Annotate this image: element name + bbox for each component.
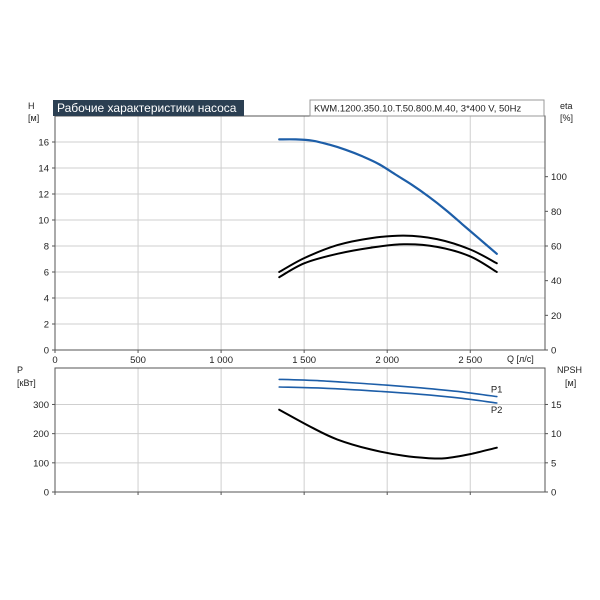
series-label-p2: P2 — [491, 405, 503, 416]
top-series-line-1 — [278, 234, 498, 273]
y-tick-label: 100 — [33, 458, 49, 469]
y-tick-label: 14 — [38, 164, 49, 175]
y2-axis-unit-eta: [%] — [560, 113, 573, 123]
y-tick-label: 4 — [44, 294, 49, 305]
x-tick-label: 1 500 — [292, 355, 316, 366]
y-axis-unit-p: [кВт] — [17, 378, 36, 388]
top-series-line-0 — [278, 138, 498, 255]
y2-tick-label: 0 — [551, 346, 556, 357]
y-tick-label: 2 — [44, 320, 49, 331]
y-axis-label-p: P — [17, 365, 23, 375]
bottom-series-line-0 — [278, 378, 498, 398]
y2-tick-label: 60 — [551, 242, 562, 253]
x-axis-label: Q [л/с] — [507, 354, 534, 364]
bottom-series-line-2 — [278, 408, 498, 460]
top-series-line-2 — [278, 243, 498, 279]
y2-axis-label-eta: eta — [560, 101, 573, 111]
y-tick-label: 0 — [44, 346, 49, 357]
y2-tick-label: 80 — [551, 207, 562, 218]
bottom-series-line-1 — [278, 386, 498, 404]
y-tick-label: 10 — [38, 216, 49, 227]
chart-title-box — [53, 100, 244, 116]
y-tick-label: 0 — [44, 488, 49, 499]
top-plot-frame — [54, 115, 546, 351]
bottom-plot-frame — [54, 367, 546, 493]
head-efficiency-panel: 0 500 1 000 1 500 2 000 2 500 0 2 4 6 8 10 12 14 16 0 20… — [38, 115, 567, 366]
x-tick-label: 1 000 — [209, 355, 233, 366]
y2-axis-label-npsh: NPSH — [557, 365, 582, 375]
pump-model-label: KWM.1200.350.10.T.50.800.M.40, 3*400 V, … — [314, 104, 521, 115]
x-tick-label: 2 500 — [458, 355, 482, 366]
y2-tick-label: 10 — [551, 429, 562, 440]
y-tick-label: 12 — [38, 190, 49, 201]
power-npsh-panel: 0 100 200 300 0 5 10 15 P1 P2 — [33, 367, 562, 499]
model-label-box — [309, 99, 545, 117]
y-tick-label: 300 — [33, 400, 49, 411]
y2-tick-label: 40 — [551, 276, 562, 287]
y-tick-label: 16 — [38, 138, 49, 149]
y2-axis-unit-npsh: [м] — [565, 378, 576, 388]
y-axis-unit-h: [м] — [28, 113, 39, 123]
x-tick-label: 0 — [52, 355, 57, 366]
x-tick-label: 500 — [130, 355, 146, 366]
y2-tick-label: 5 — [551, 458, 556, 469]
chart-title: Рабочие характеристики насоса — [57, 101, 237, 115]
y2-tick-label: 15 — [551, 400, 562, 411]
y-tick-label: 6 — [44, 268, 49, 279]
y2-tick-label: 0 — [551, 488, 556, 499]
y2-tick-label: 100 — [551, 172, 567, 183]
y-tick-label: 200 — [33, 429, 49, 440]
series-label-p1: P1 — [491, 385, 503, 396]
y2-tick-label: 20 — [551, 311, 562, 322]
y-tick-label: 8 — [44, 242, 49, 253]
y-axis-label-h: H — [28, 101, 35, 111]
x-tick-label: 2 000 — [375, 355, 399, 366]
